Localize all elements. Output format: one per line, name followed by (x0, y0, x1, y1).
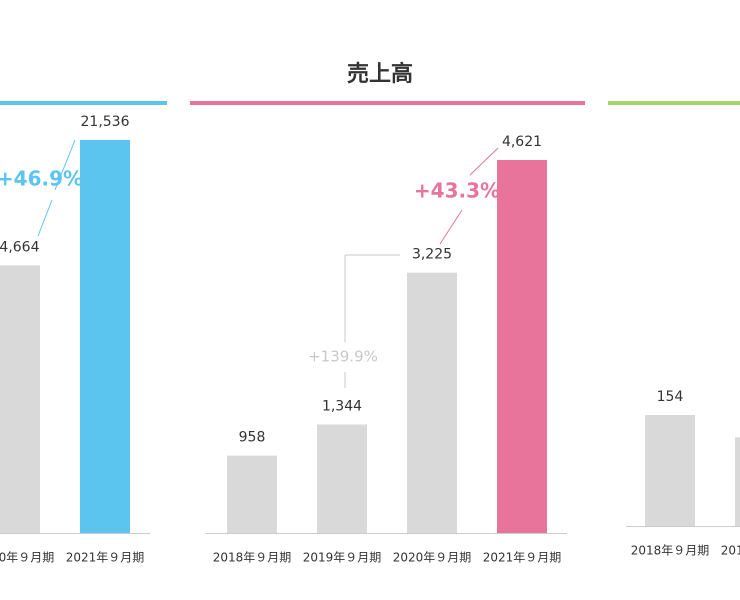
annotation-line (37, 199, 53, 237)
bar (735, 437, 740, 526)
value-label: 154 (657, 389, 684, 405)
value-label: 1,344 (322, 399, 362, 415)
value-label: 21,536 (81, 114, 130, 130)
chart-title: 込） (0, 62, 14, 87)
bar (645, 415, 695, 526)
annotation: +139.9% (308, 348, 378, 366)
bar (317, 424, 367, 533)
chart-title: 売上高 (347, 61, 413, 87)
x-tick-label: 2018年９月期 (631, 544, 710, 558)
annotation-line (439, 209, 463, 245)
x-tick-label: 2018年９月期 (213, 551, 292, 565)
value-label: 3,225 (412, 247, 452, 263)
x-tick-label: 2020年９月期 (0, 551, 54, 565)
x-tick-label: 2020年９月期 (393, 551, 472, 565)
value-label: 4,621 (502, 134, 542, 150)
annotation-line (469, 147, 499, 176)
value-label: 14,664 (0, 239, 40, 255)
bar (0, 265, 40, 533)
x-tick-label: 2019年９月期 (303, 551, 382, 565)
bar (80, 140, 130, 533)
bar (497, 160, 547, 533)
annotation: +43.3% (414, 179, 500, 203)
x-tick-label: 2019年９月期 (721, 544, 740, 558)
x-tick-label: 2021年９月期 (66, 551, 145, 565)
value-label: 958 (239, 430, 266, 446)
annotation: +46.9% (0, 167, 83, 191)
annotation-line (54, 139, 76, 191)
bar (407, 272, 457, 533)
bar (227, 455, 277, 533)
x-tick-label: 2021年９月期 (483, 551, 562, 565)
